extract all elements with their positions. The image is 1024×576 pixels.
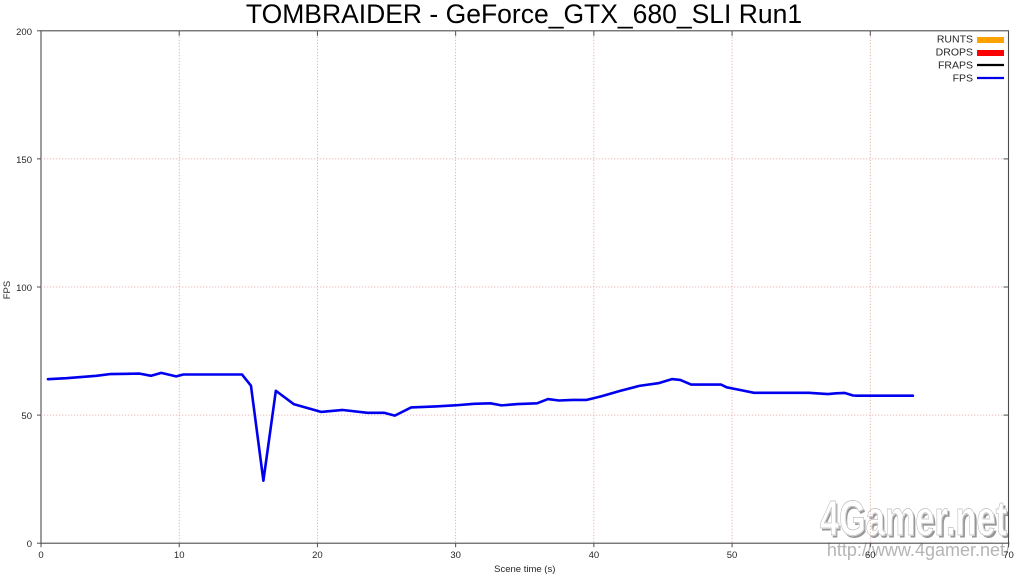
svg-text:Scene time (s): Scene time (s) [494, 564, 555, 575]
svg-text:60: 60 [865, 550, 876, 561]
svg-text:150: 150 [16, 155, 32, 166]
svg-text:10: 10 [174, 550, 185, 561]
svg-text:100: 100 [16, 283, 32, 294]
svg-text:FPS: FPS [2, 281, 13, 299]
svg-text:4Gamer.net: 4Gamer.net [820, 492, 1007, 546]
svg-text:200: 200 [16, 27, 32, 38]
svg-text:0: 0 [38, 550, 43, 561]
svg-text:RUNTS: RUNTS [937, 34, 973, 46]
svg-text:0: 0 [27, 539, 32, 550]
svg-text:DROPS: DROPS [936, 47, 973, 59]
svg-text:FPS: FPS [953, 73, 973, 85]
svg-text:TOMBRAIDER - GeForce_GTX_680_S: TOMBRAIDER - GeForce_GTX_680_SLI Run1 [246, 0, 802, 29]
svg-text:40: 40 [589, 550, 600, 561]
svg-text:20: 20 [312, 550, 323, 561]
svg-text:50: 50 [21, 411, 32, 422]
svg-text:30: 30 [450, 550, 461, 561]
svg-text:FRAPS: FRAPS [938, 60, 973, 72]
svg-text:70: 70 [1003, 550, 1014, 561]
svg-text:50: 50 [727, 550, 738, 561]
